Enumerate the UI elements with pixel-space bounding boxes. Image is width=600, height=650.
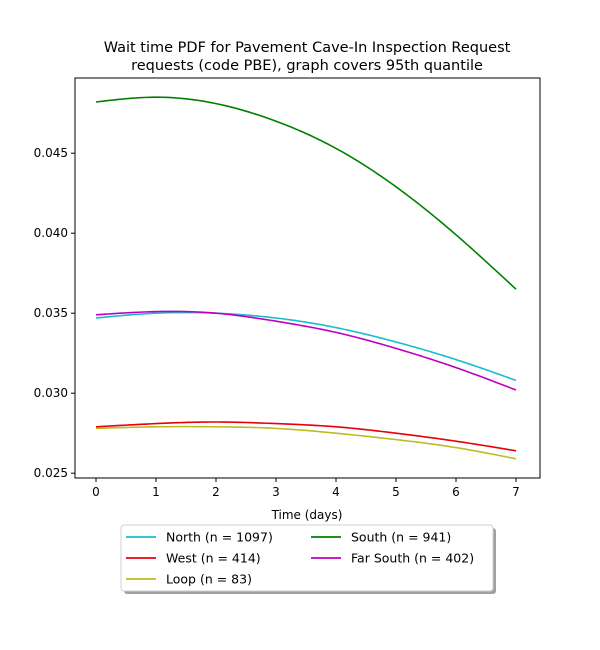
x-tick-label: 2 — [212, 485, 220, 499]
y-tick-label: 0.040 — [34, 226, 68, 240]
x-tick-label: 1 — [152, 485, 160, 499]
plot-frame — [74, 77, 541, 479]
y-tick-label: 0.045 — [34, 146, 68, 160]
legend-label: Loop (n = 83) — [166, 572, 252, 587]
x-tick-label: 3 — [272, 485, 280, 499]
series-line — [95, 425, 517, 460]
x-tick-label: 7 — [512, 485, 520, 499]
y-tick-label: 0.025 — [34, 466, 68, 480]
series-line — [95, 421, 517, 452]
x-tick-label: 5 — [392, 485, 400, 499]
x-axis-label: Time (days) — [271, 508, 343, 522]
y-tick-label: 0.030 — [34, 386, 68, 400]
series-line — [95, 311, 517, 382]
legend-label: West (n = 414) — [166, 551, 261, 566]
legend-box — [120, 524, 494, 592]
x-axis: 0 1 2 3 4 5 6 7 — [92, 478, 520, 499]
legend-label: Far South (n = 402) — [351, 551, 474, 566]
plot-lines — [95, 96, 517, 460]
series-line — [95, 96, 517, 290]
legend-label: North (n = 1097) — [166, 530, 273, 545]
legend-label: South (n = 941) — [351, 530, 451, 545]
y-tick-label: 0.035 — [34, 306, 68, 320]
y-axis: 0.025 0.030 0.035 0.040 0.045 — [34, 146, 75, 480]
series-line — [95, 310, 517, 391]
x-tick-label: 4 — [332, 485, 340, 499]
chart-subtitle: requests (code PBE), graph covers 95th q… — [131, 58, 483, 74]
legend: North (n = 1097) West (n = 414) Loop (n = … — [120, 524, 496, 594]
x-tick-label: 0 — [92, 485, 100, 499]
chart-title: Wait time PDF for Pavement Cave-In Inspe… — [104, 40, 511, 56]
x-tick-label: 6 — [452, 485, 460, 499]
